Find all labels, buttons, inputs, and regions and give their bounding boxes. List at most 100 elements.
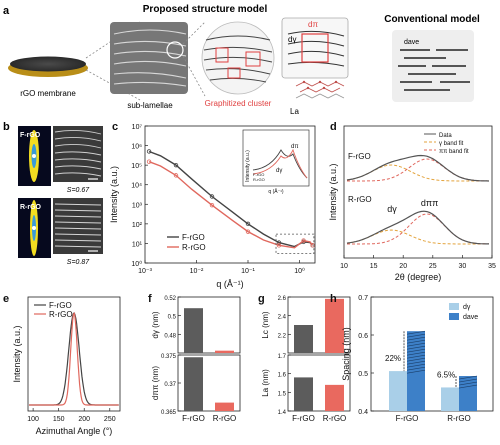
- d-data-f: [346, 154, 490, 182]
- g-ytick-label: 1.5: [278, 391, 287, 397]
- d-ave-label: dave: [404, 39, 419, 46]
- c-inset-peak-pi: dπ: [291, 144, 298, 150]
- h-legend-label: dave: [463, 314, 478, 321]
- c-series-r: [148, 161, 314, 249]
- f-bar-f-rgo: [184, 357, 203, 411]
- h-hatch: [406, 363, 426, 368]
- panel-letter-h: h: [330, 293, 337, 305]
- c-point: [245, 221, 251, 227]
- h-hatch: [406, 342, 426, 347]
- c-xtick-label: 10⁻²: [190, 268, 204, 275]
- g-bar-f-rgo: [294, 325, 313, 353]
- g-bar-f-rgo: [294, 377, 313, 411]
- c-xtick-label: 10⁰: [294, 267, 305, 275]
- d-ylabel: Intensity (a.u.): [328, 163, 338, 220]
- membrane-disk: [10, 56, 86, 72]
- e-series-r: [29, 312, 119, 406]
- d-sample-label: R-rGO: [348, 195, 372, 204]
- d-pi-fit-r: [347, 213, 489, 245]
- h-annotation: 22%: [385, 354, 401, 363]
- conventional-title: Conventional model: [384, 14, 480, 25]
- c-point: [173, 173, 179, 178]
- c-xlabel: q (Å⁻¹): [216, 279, 243, 289]
- panel-c-axes: [144, 125, 316, 264]
- sublamellae-block: [110, 22, 188, 94]
- h-hatch: [406, 369, 426, 374]
- g-ytick-label: 1.6: [278, 373, 287, 379]
- c-point: [276, 243, 282, 248]
- f-ytick-label: 0.37: [164, 382, 176, 388]
- g-xtick-label: F-rGO: [292, 414, 315, 423]
- d-legend-label: Data: [439, 133, 452, 139]
- e-xtick-label: 250: [104, 416, 116, 423]
- h-ytick-label: 0.4: [358, 409, 368, 416]
- d-peak-pi: dππ: [421, 198, 438, 208]
- c-legend-label: F-rGO: [182, 233, 205, 242]
- g-sub-0-axes: [287, 296, 351, 354]
- h-hatch: [458, 378, 478, 383]
- f-bar-r-rgo: [215, 402, 234, 411]
- c-ylabel: Intensity (a.u.): [109, 166, 119, 223]
- g-xtick-label: R-rGO: [323, 414, 347, 423]
- d-gamma-label: dγ: [288, 35, 296, 44]
- c-ytick-label: 10¹: [132, 241, 143, 248]
- d-pi-fit-f: [347, 158, 490, 182]
- c-inset-peak-gamma: dγ: [276, 168, 282, 174]
- c-ytick-label: 10⁵: [131, 163, 142, 170]
- c-xtick-label: 10⁻³: [138, 268, 152, 275]
- h-hatch: [406, 339, 426, 344]
- e-xlabel: Azimuthal Angle (°): [36, 426, 113, 436]
- f-xtick-label: F-rGO: [182, 414, 205, 423]
- c-ytick-label: 10³: [132, 202, 143, 209]
- g-ytick-label: 1.7: [278, 354, 287, 360]
- c-inset-ylabel: Intensity (a.u.): [245, 150, 251, 182]
- h-hatch: [406, 330, 426, 335]
- h-hatch: [458, 375, 478, 380]
- panel-letter-e: e: [3, 293, 9, 305]
- c-point: [301, 238, 306, 243]
- h-legend-swatch: [449, 313, 459, 320]
- h-xtick-label: F-rGO: [396, 414, 419, 423]
- h-ylabel: Spacing (nm): [341, 327, 351, 381]
- conventional-sheets: [398, 49, 470, 91]
- c-point: [310, 243, 315, 248]
- d-gamma-fit-r: [346, 229, 489, 245]
- panel-a: a Proposed structure model Conventional …: [3, 4, 480, 116]
- f-sub-0-axes: [177, 296, 241, 354]
- h-legend-label: dγ: [463, 304, 471, 311]
- f-bar-f-rgo: [184, 308, 203, 353]
- d-peak-gamma: dγ: [387, 204, 397, 214]
- d-xtick-label: 35: [488, 263, 496, 270]
- La-label: La: [290, 107, 299, 116]
- g-ytick-label: 2.2: [278, 333, 287, 339]
- h-hatch: [406, 351, 426, 356]
- f-ytick-label: 0.5: [168, 315, 177, 321]
- h-hatch: [406, 333, 426, 338]
- f-ytick-label: 0.52: [164, 296, 176, 302]
- panel-letter-g: g: [258, 293, 265, 305]
- g-ytick-label: 2.4: [278, 315, 287, 321]
- c-point: [173, 162, 179, 168]
- d-xtick-label: 15: [370, 263, 378, 270]
- h-xtick-label: R-rGO: [447, 414, 471, 423]
- panel-d-axes: [343, 125, 493, 259]
- c-point: [245, 229, 251, 234]
- f-ytick-label: 0.365: [161, 410, 177, 416]
- h-ytick-label: 0.6: [358, 333, 368, 340]
- f-ytick-label: 0.375: [161, 354, 177, 360]
- g-bar-r-rgo: [325, 384, 344, 411]
- h-hatch: [406, 345, 426, 350]
- c-zoom-box: [275, 233, 315, 255]
- g-ytick-label: 1.4: [278, 410, 287, 416]
- g-ylabel-1: La (nm): [261, 369, 270, 397]
- c-inset-curve-f: [252, 149, 308, 179]
- c-point: [146, 149, 152, 154]
- h-hatch: [458, 381, 478, 386]
- h-bar-dave-f-rgo: [407, 331, 425, 411]
- d-gamma-fit-f: [346, 164, 489, 182]
- panel-letter-d: d: [330, 121, 337, 133]
- h-bar-dave-r-rgo: [459, 376, 477, 411]
- h-hatch: [406, 336, 426, 341]
- f-ylabel-0: dγ (nm): [151, 311, 160, 338]
